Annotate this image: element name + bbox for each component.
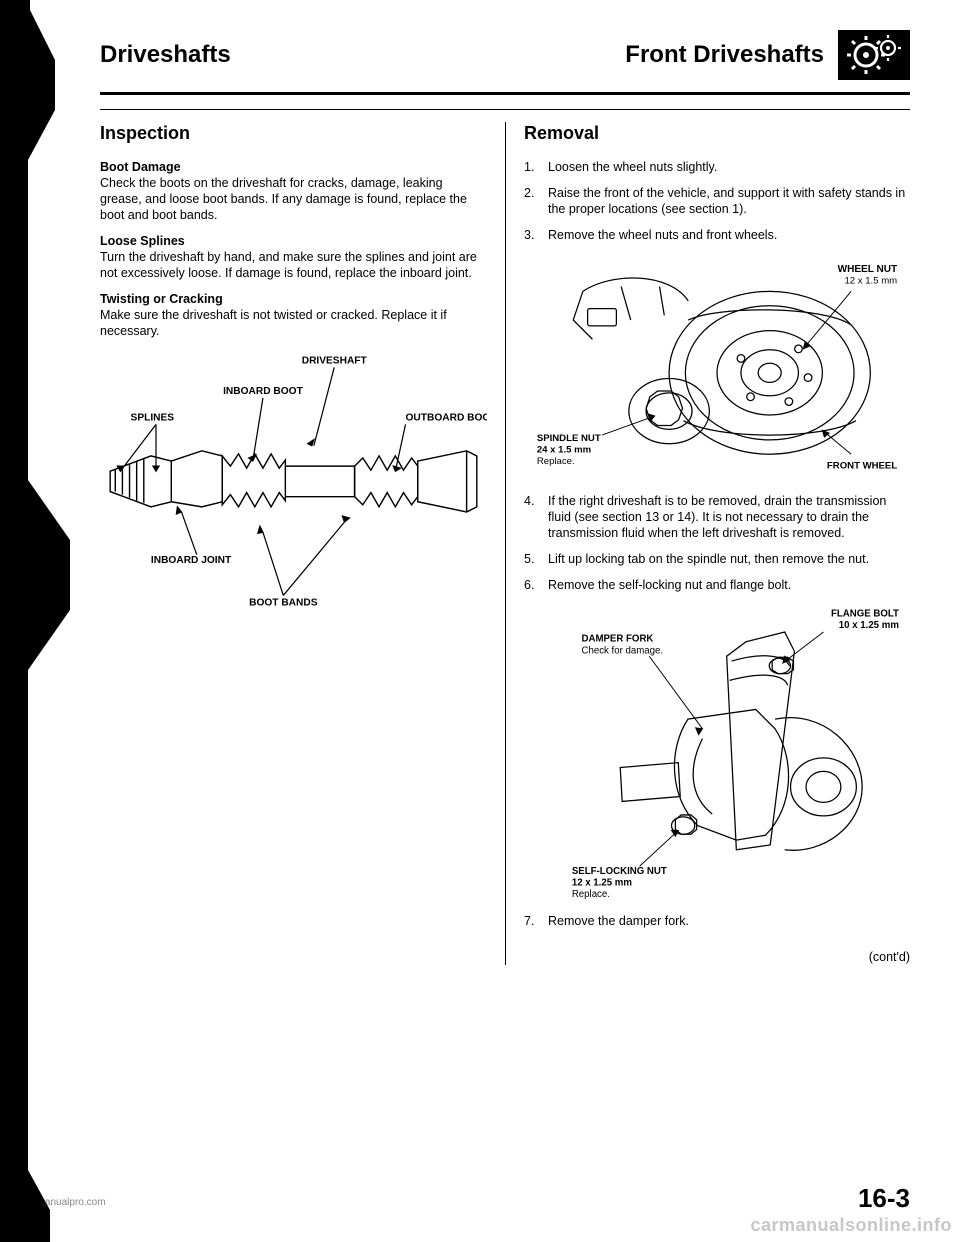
label-splines: SPLINES — [131, 412, 175, 423]
label-outboard-boot: OUTBOARD BOOT — [406, 412, 487, 423]
label-inboard-joint: INBOARD JOINT — [151, 555, 232, 566]
svg-text:24 x 1.5 mm: 24 x 1.5 mm — [537, 444, 591, 455]
header-rule-thin — [100, 109, 910, 110]
step-7: Remove the damper fork. — [524, 913, 910, 929]
label-boot-bands: BOOT BANDS — [249, 598, 318, 609]
svg-text:WHEEL NUT: WHEEL NUT — [838, 264, 898, 275]
label-spindle-nut: SPINDLE NUT — [537, 433, 601, 444]
label-self-lock-note: Replace. — [572, 889, 610, 900]
twisting-text: Make sure the driveshaft is not twisted … — [100, 308, 447, 338]
header-left-title: Driveshafts — [100, 41, 231, 69]
loose-splines-text: Turn the driveshaft by hand, and make su… — [100, 250, 477, 280]
driveshaft-diagram: DRIVESHAFT INBOARD BOOT OUTBOARD BOOT SP… — [100, 349, 487, 614]
svg-text:SPINDLE NUT: SPINDLE NUT — [537, 433, 601, 444]
label-inboard-boot: INBOARD BOOT — [223, 386, 303, 397]
label-damper-fork: DAMPER FORK — [582, 634, 654, 645]
step-2: Raise the front of the vehicle, and supp… — [524, 185, 910, 217]
step-1: Loosen the wheel nuts slightly. — [524, 159, 910, 175]
label-wheel-nut: WHEEL NUT — [838, 264, 898, 275]
label-spindle-nut-spec: 24 x 1.5 mm — [537, 444, 591, 455]
left-column: Inspection Boot Damage Check the boots o… — [100, 122, 505, 965]
label-self-lock-spec: 12 x 1.25 mm — [572, 878, 632, 889]
page-header: Driveshafts Front Driveshafts — [100, 30, 910, 88]
wheel-diagram: WHEEL NUT 12 x 1.5 mm SPINDLE NUT 24 x 1… — [524, 253, 910, 483]
page-content: Driveshafts Front Driveshafts — [70, 20, 940, 1222]
watermark-text: carmanualsonline.info — [750, 1215, 952, 1236]
step-6: Remove the self-locking nut and flange b… — [524, 577, 910, 593]
header-right-group: Front Driveshafts — [625, 30, 910, 80]
label-front-wheel: FRONT WHEEL — [827, 461, 897, 472]
boot-damage-head: Boot Damage — [100, 160, 181, 174]
removal-steps-last: Remove the damper fork. — [524, 913, 910, 929]
removal-steps: Loosen the wheel nuts slightly. Raise th… — [524, 159, 910, 243]
page-number: 16-3 — [858, 1183, 910, 1214]
damper-fork-diagram: FLANGE BOLT 10 x 1.25 mm DAMPER FORK Che… — [524, 603, 910, 903]
twisting-block: Twisting or Cracking Make sure the drive… — [100, 291, 487, 339]
label-spindle-nut-note: Replace. — [537, 456, 575, 467]
label-self-lock: SELF-LOCKING NUT — [572, 866, 667, 877]
header-right-title: Front Driveshafts — [625, 41, 824, 69]
loose-splines-head: Loose Splines — [100, 234, 185, 248]
inspection-heading: Inspection — [100, 122, 487, 145]
boot-damage-text: Check the boots on the driveshaft for cr… — [100, 176, 467, 222]
label-flange-bolt-spec: 10 x 1.25 mm — [839, 620, 899, 631]
loose-splines-block: Loose Splines Turn the driveshaft by han… — [100, 233, 487, 281]
right-column: Removal Loosen the wheel nuts slightly. … — [505, 122, 910, 965]
two-column-layout: Inspection Boot Damage Check the boots o… — [100, 122, 910, 965]
binder-spine — [0, 0, 70, 1242]
label-driveshaft: DRIVESHAFT — [302, 355, 368, 366]
label-wheel-nut-spec: 12 x 1.5 mm — [844, 276, 897, 287]
twisting-head: Twisting or Cracking — [100, 292, 223, 306]
removal-steps-cont: If the right driveshaft is to be removed… — [524, 493, 910, 593]
step-5: Lift up locking tab on the spindle nut, … — [524, 551, 910, 567]
gear-icon — [838, 30, 910, 80]
label-damper-fork-note: Check for damage. — [582, 645, 664, 656]
header-rule-thick — [100, 92, 910, 95]
boot-damage-block: Boot Damage Check the boots on the drive… — [100, 159, 487, 223]
step-3: Remove the wheel nuts and front wheels. — [524, 227, 910, 243]
label-flange-bolt: FLANGE BOLT — [831, 609, 899, 620]
removal-heading: Removal — [524, 122, 910, 145]
contd-note: (cont'd) — [524, 949, 910, 965]
step-4: If the right driveshaft is to be removed… — [524, 493, 910, 541]
